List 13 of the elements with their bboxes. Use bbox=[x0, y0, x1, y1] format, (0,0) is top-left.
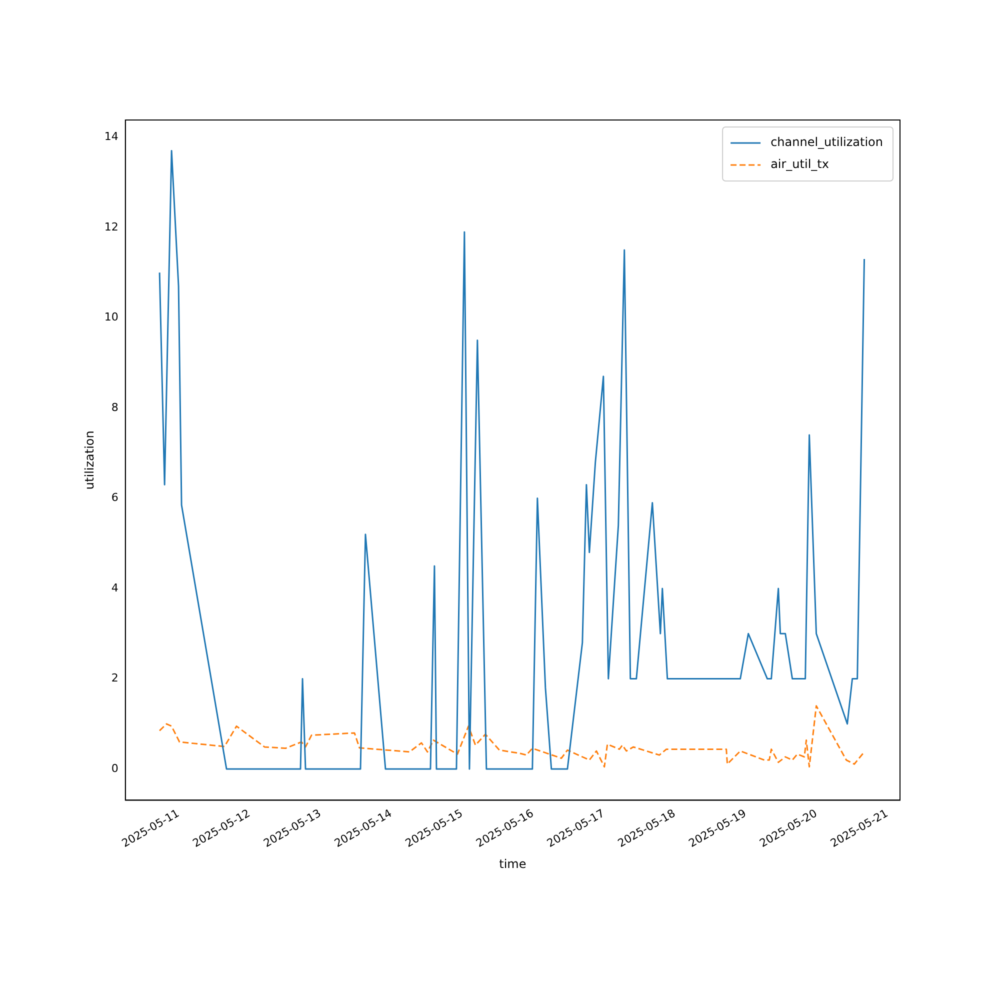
y-tick-label: 6 bbox=[111, 491, 118, 504]
y-tick-label: 8 bbox=[111, 400, 118, 414]
line-series bbox=[158, 705, 866, 768]
y-tick-label: 0 bbox=[111, 762, 118, 775]
y-tick-label: 4 bbox=[111, 581, 118, 594]
x-axis-title: time bbox=[499, 856, 526, 871]
legend-label: channel_utilization bbox=[770, 135, 883, 150]
y-tick-label: 12 bbox=[104, 220, 118, 234]
y-tick-label: 2 bbox=[111, 672, 118, 685]
y-tick-label: 10 bbox=[104, 310, 118, 324]
legend-label: air_util_tx bbox=[770, 157, 829, 172]
y-tick-label: 14 bbox=[104, 130, 118, 144]
y-axis-title: utilization bbox=[82, 430, 96, 490]
